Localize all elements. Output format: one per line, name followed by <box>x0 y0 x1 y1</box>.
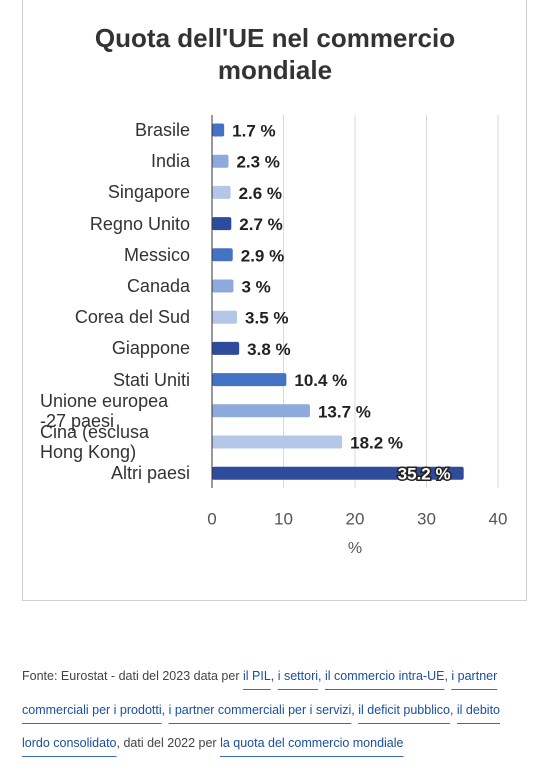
value-label: 2.6 % <box>239 184 282 203</box>
bar <box>212 341 240 355</box>
chart-title: Quota dell'UE nel commercio mondiale <box>95 23 455 85</box>
bar <box>212 466 464 480</box>
x-tick-label: 30 <box>417 509 436 528</box>
value-label: 18.2 % <box>350 433 403 452</box>
footer-link[interactable]: i partner commerciali per i prodotti <box>22 669 498 717</box>
category-text: Canada <box>126 276 190 296</box>
value-label: 2.7 % <box>239 215 282 234</box>
value-label: 35.2 % <box>398 465 451 484</box>
footer-text: , <box>270 669 278 683</box>
x-axis-label: % <box>348 540 362 557</box>
bar <box>212 123 225 137</box>
category-text: Regno Unito <box>89 213 190 234</box>
category-text: Corea del Sud <box>74 307 190 328</box>
x-tick-label: 10 <box>274 509 293 528</box>
value-label: 10.4 % <box>294 371 347 390</box>
bar <box>212 217 232 231</box>
y-tick-label: Cina (esclusa Hong Kong) <box>40 422 190 462</box>
bar <box>212 279 234 293</box>
value-label: 2.9 % <box>241 246 284 265</box>
x-tick-label: 0 <box>207 509 216 528</box>
footer-link[interactable]: il commercio intra-UE <box>324 669 445 683</box>
y-tick-label: Singapore <box>40 182 190 202</box>
footer-link[interactable]: il debito lordo consolidato <box>22 702 500 751</box>
bar <box>212 373 287 387</box>
value-label: 3 % <box>241 277 270 296</box>
y-tick-label: Brasile <box>40 120 190 140</box>
footer-text: , dati del 2022 per <box>116 736 221 750</box>
footer-link[interactable]: i partner commerciali per i servizi <box>168 702 352 717</box>
footer-text: , <box>161 702 169 717</box>
y-tick-label: Altri paesi <box>40 463 190 483</box>
bar <box>212 185 231 199</box>
value-label: 13.7 % <box>318 402 371 421</box>
bar <box>212 154 229 168</box>
category-text: Giappone <box>111 338 190 359</box>
value-label: 3.8 % <box>247 340 290 359</box>
y-tick-label: India <box>40 151 190 171</box>
category-text: Singapore <box>107 182 190 203</box>
footer-text: , <box>449 702 457 717</box>
y-tick-label: Giappone <box>40 338 190 358</box>
footer-link[interactable]: il deficit pubblico <box>358 702 450 717</box>
footer-text: , <box>318 669 325 683</box>
category-text: India <box>150 151 190 172</box>
footer-text: , <box>444 669 452 683</box>
y-tick-label: Corea del Sud <box>40 307 190 327</box>
y-tick-label: Stati Uniti <box>40 370 190 390</box>
bar <box>212 435 343 449</box>
footer-text: Fonte: Eurostat - dati del 2023 data per <box>22 669 243 683</box>
bar <box>212 248 233 262</box>
category-text: Altri paesi <box>110 463 190 484</box>
footer-link[interactable]: la quota del commercio mondiale <box>220 736 404 750</box>
y-tick-label: Unione europea -27 paesi <box>40 391 190 431</box>
value-label: 2.3 % <box>236 153 279 172</box>
category-text: Stati Uniti <box>112 369 190 390</box>
chart-card <box>22 0 527 601</box>
bar <box>212 310 238 324</box>
category-text: Cina (esclusa Hong Kong) <box>40 422 150 462</box>
footer: Fonte: Eurostat - dati del 2023 data per… <box>22 660 522 761</box>
footer-link[interactable]: il PIL <box>242 669 271 683</box>
y-tick-label: Canada <box>40 276 190 296</box>
value-label: 1.7 % <box>232 121 275 140</box>
x-tick-label: 20 <box>346 509 365 528</box>
category-text: Unione europea -27 paesi <box>40 390 169 431</box>
bar <box>212 404 310 418</box>
footer-link[interactable]: i settori <box>277 669 319 683</box>
chart: Quota dell'UE nel commercio mondiale 0 10 2… <box>95 23 508 557</box>
category-text: Messico <box>123 244 190 265</box>
x-tick-label: 40 <box>489 509 508 528</box>
value-label: 3.5 % <box>245 309 288 328</box>
y-tick-label: Regno Unito <box>40 214 190 234</box>
y-tick-label: Messico <box>40 245 190 265</box>
footer-text: , <box>351 702 359 717</box>
category-text: Brasile <box>134 120 190 140</box>
